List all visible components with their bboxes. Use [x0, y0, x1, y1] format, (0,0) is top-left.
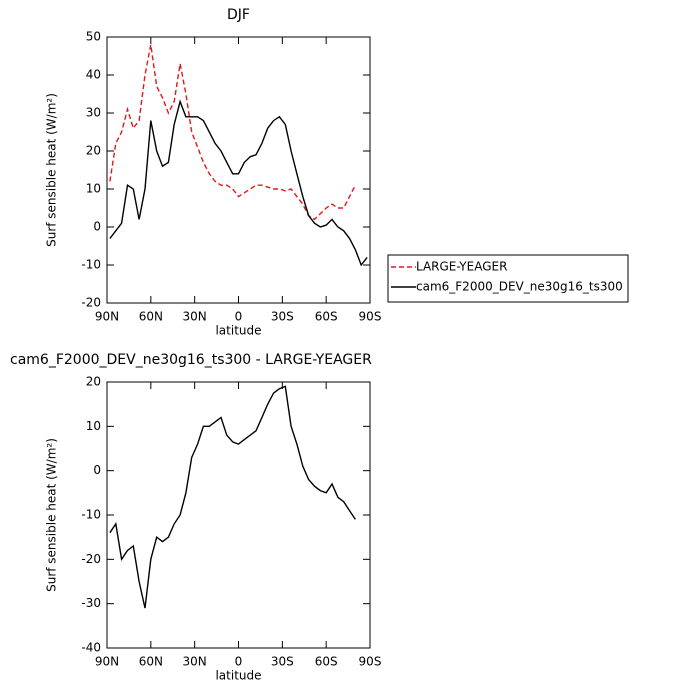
chart-title: cam6_F2000_DEV_ne30g16_ts300 - LARGE-YEA… [10, 352, 372, 368]
x-tick-label: 90N [95, 655, 119, 669]
data-line [109, 99, 368, 267]
y-tick-label: 0 [93, 220, 101, 234]
y-tick-label: -20 [81, 296, 101, 310]
legend-box [387, 254, 629, 303]
y-tick-label: 50 [86, 30, 101, 44]
x-tick-label: 90N [95, 310, 119, 324]
x-tick-label: 0 [235, 655, 243, 669]
x-tick-label: 60N [139, 310, 163, 324]
y-tick-label: 10 [86, 419, 101, 433]
y-tick-label: -40 [81, 641, 101, 655]
x-tick-label: 60S [315, 655, 338, 669]
legend-label: cam6_F2000_DEV_ne30g16_ts300 [416, 280, 623, 294]
x-tick-label: 90S [359, 310, 382, 324]
y-tick-label: -30 [81, 596, 101, 610]
legend-label: LARGE-YEAGER [416, 260, 507, 274]
y-axis-label: Surf sensible heat (W/m²) [45, 438, 59, 592]
x-tick-label: 60S [315, 310, 338, 324]
x-axis-label: latitude [215, 669, 261, 683]
x-tick-label: 30S [271, 655, 294, 669]
y-tick-label: 20 [86, 144, 101, 158]
data-line [109, 385, 356, 609]
chart-title: DJF [227, 7, 250, 23]
data-line [109, 44, 357, 221]
y-tick-label: 10 [86, 182, 101, 196]
y-tick-label: 40 [86, 68, 101, 82]
x-axis-label: latitude [215, 324, 261, 338]
y-tick-label: -20 [81, 552, 101, 566]
x-tick-label: 30N [183, 310, 207, 324]
x-tick-label: 30N [183, 655, 207, 669]
y-axis-label: Surf sensible heat (W/m²) [45, 93, 59, 247]
x-tick-label: 30S [271, 310, 294, 324]
y-tick-label: 20 [86, 375, 101, 389]
y-tick-label: -10 [81, 508, 101, 522]
x-tick-label: 90S [359, 655, 382, 669]
x-tick-label: 0 [235, 310, 243, 324]
x-tick-label: 60N [139, 655, 163, 669]
plot-frame [106, 381, 371, 649]
y-tick-label: 0 [93, 463, 101, 477]
y-tick-label: 30 [86, 106, 101, 120]
y-tick-label: -10 [81, 258, 101, 272]
